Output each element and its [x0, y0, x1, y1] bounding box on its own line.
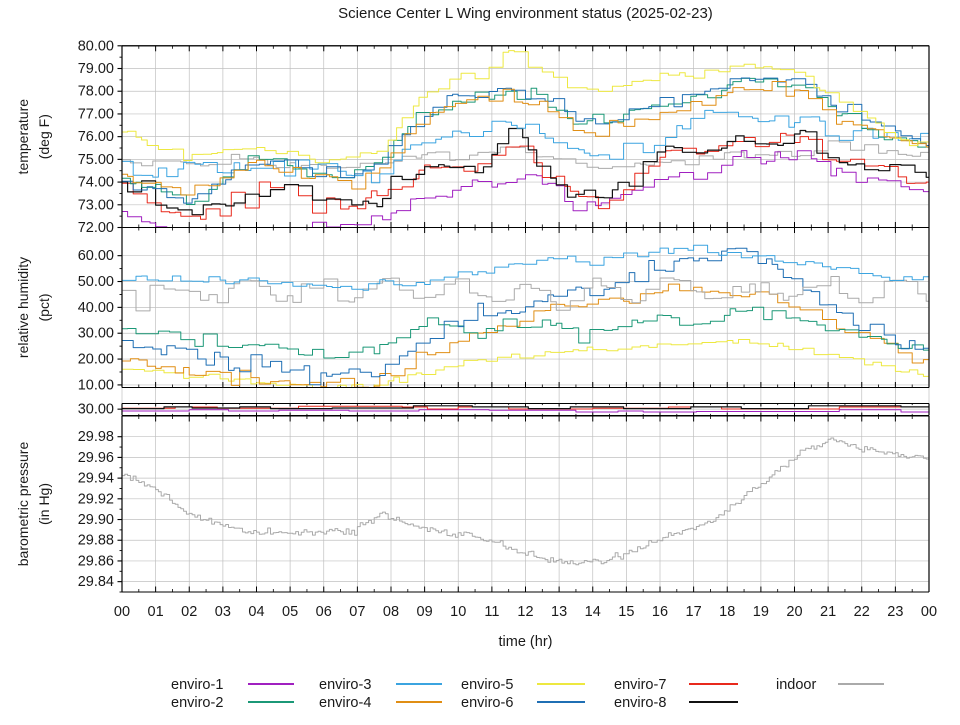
svg-text:enviro-1: enviro-1 — [171, 677, 223, 693]
svg-text:29.94: 29.94 — [78, 471, 114, 487]
svg-text:75.00: 75.00 — [78, 152, 114, 168]
svg-text:60.00: 60.00 — [78, 248, 114, 264]
svg-text:enviro-7: enviro-7 — [614, 677, 666, 693]
svg-text:29.84: 29.84 — [78, 574, 114, 590]
svg-text:temperature: temperature — [15, 99, 31, 175]
svg-text:18: 18 — [719, 604, 735, 620]
svg-text:time (hr): time (hr) — [499, 634, 553, 650]
svg-text:Science Center L Wing environm: Science Center L Wing environment status… — [338, 5, 713, 22]
svg-text:74.00: 74.00 — [78, 175, 114, 191]
svg-text:30.00: 30.00 — [78, 402, 114, 418]
svg-text:09: 09 — [417, 604, 433, 620]
svg-text:29.88: 29.88 — [78, 533, 114, 549]
svg-text:30.00: 30.00 — [78, 326, 114, 342]
svg-text:22: 22 — [854, 604, 870, 620]
svg-text:20.00: 20.00 — [78, 352, 114, 368]
svg-text:29.96: 29.96 — [78, 450, 114, 466]
svg-text:enviro-4: enviro-4 — [319, 695, 371, 711]
svg-text:02: 02 — [181, 604, 197, 620]
svg-text:(in Hg): (in Hg) — [36, 483, 52, 525]
svg-text:80.00: 80.00 — [78, 38, 114, 54]
svg-text:29.86: 29.86 — [78, 553, 114, 569]
svg-text:enviro-3: enviro-3 — [319, 677, 371, 693]
svg-text:79.00: 79.00 — [78, 61, 114, 77]
svg-text:76.00: 76.00 — [78, 129, 114, 145]
svg-text:29.90: 29.90 — [78, 512, 114, 528]
svg-text:13: 13 — [551, 604, 567, 620]
svg-text:15: 15 — [618, 604, 634, 620]
svg-text:16: 16 — [652, 604, 668, 620]
svg-text:relative humidity: relative humidity — [15, 257, 31, 358]
svg-text:04: 04 — [248, 604, 264, 620]
svg-text:77.00: 77.00 — [78, 106, 114, 122]
svg-text:10: 10 — [450, 604, 466, 620]
svg-text:05: 05 — [282, 604, 298, 620]
svg-text:11: 11 — [484, 604, 499, 620]
svg-text:50.00: 50.00 — [78, 274, 114, 290]
svg-text:barometric pressure: barometric pressure — [15, 442, 31, 567]
svg-text:29.92: 29.92 — [78, 491, 114, 507]
svg-text:17: 17 — [686, 604, 702, 620]
svg-text:00: 00 — [114, 604, 130, 620]
svg-text:07: 07 — [349, 604, 365, 620]
svg-text:indoor: indoor — [776, 677, 816, 693]
svg-text:(pct): (pct) — [36, 294, 52, 322]
svg-text:19: 19 — [753, 604, 769, 620]
svg-text:enviro-8: enviro-8 — [614, 695, 666, 711]
svg-text:(deg F): (deg F) — [36, 114, 52, 159]
svg-text:20: 20 — [786, 604, 802, 620]
svg-text:03: 03 — [215, 604, 231, 620]
svg-text:00: 00 — [921, 604, 937, 620]
svg-text:01: 01 — [148, 604, 164, 620]
svg-text:78.00: 78.00 — [78, 84, 114, 100]
svg-text:14: 14 — [585, 604, 601, 620]
svg-text:21: 21 — [820, 604, 836, 620]
svg-text:29.98: 29.98 — [78, 429, 114, 445]
svg-text:23: 23 — [887, 604, 903, 620]
svg-text:10.00: 10.00 — [78, 377, 114, 393]
svg-text:72.00: 72.00 — [78, 220, 114, 236]
svg-text:12: 12 — [517, 604, 533, 620]
svg-text:enviro-5: enviro-5 — [461, 677, 513, 693]
svg-text:73.00: 73.00 — [78, 197, 114, 213]
svg-text:06: 06 — [316, 604, 332, 620]
svg-text:enviro-6: enviro-6 — [461, 695, 513, 711]
svg-text:08: 08 — [383, 604, 399, 620]
svg-text:enviro-2: enviro-2 — [171, 695, 223, 711]
svg-text:40.00: 40.00 — [78, 300, 114, 316]
